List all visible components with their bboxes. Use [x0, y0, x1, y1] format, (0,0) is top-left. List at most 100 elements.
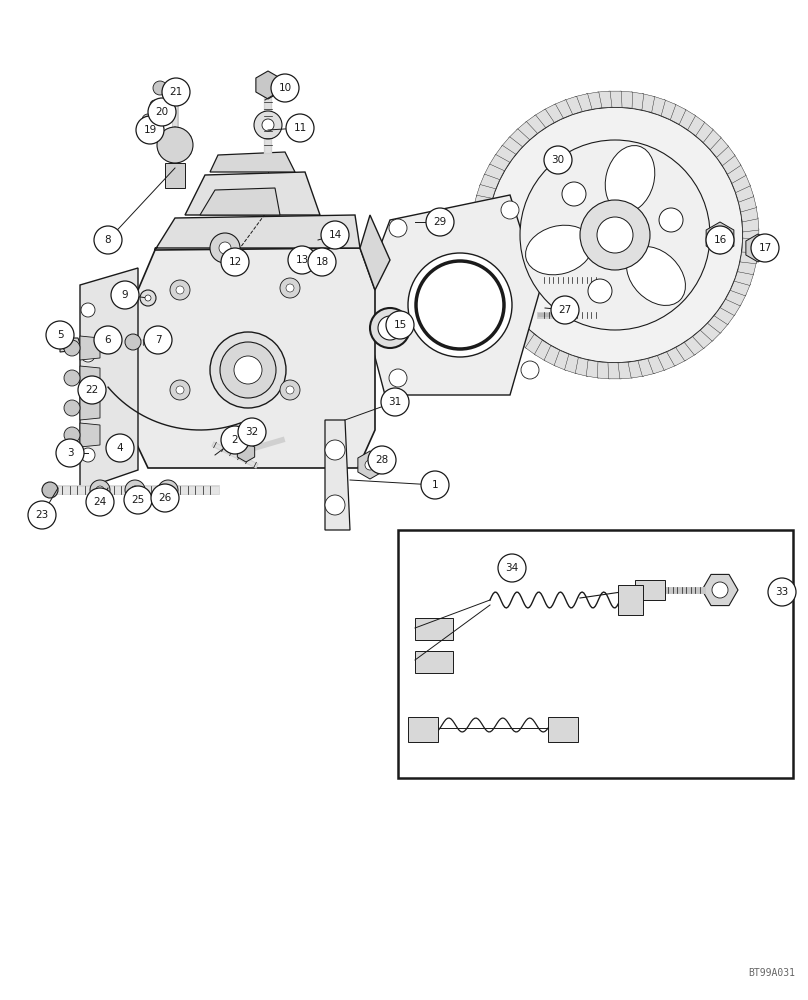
- Polygon shape: [544, 346, 563, 366]
- Polygon shape: [597, 91, 612, 108]
- Text: 6: 6: [105, 335, 112, 345]
- Circle shape: [162, 78, 190, 106]
- Polygon shape: [80, 396, 100, 420]
- Circle shape: [288, 246, 316, 274]
- Polygon shape: [517, 121, 537, 142]
- Circle shape: [56, 439, 84, 467]
- Polygon shape: [714, 145, 735, 166]
- Polygon shape: [517, 328, 537, 349]
- Circle shape: [386, 311, 414, 339]
- Circle shape: [96, 486, 104, 494]
- Circle shape: [551, 296, 579, 324]
- Polygon shape: [80, 423, 100, 447]
- Polygon shape: [708, 137, 729, 157]
- Circle shape: [145, 295, 151, 301]
- Ellipse shape: [605, 146, 654, 212]
- Circle shape: [308, 248, 336, 276]
- Circle shape: [103, 333, 121, 351]
- Polygon shape: [638, 94, 654, 112]
- Polygon shape: [738, 195, 756, 212]
- Text: 18: 18: [315, 257, 329, 267]
- Bar: [165, 163, 185, 188]
- Bar: [408, 717, 438, 742]
- Polygon shape: [734, 185, 754, 202]
- Circle shape: [176, 386, 184, 394]
- Polygon shape: [80, 268, 138, 490]
- Text: 19: 19: [143, 125, 157, 135]
- Text: 23: 23: [36, 510, 48, 520]
- Circle shape: [713, 231, 727, 245]
- Polygon shape: [628, 360, 644, 378]
- Text: 26: 26: [158, 493, 171, 503]
- Polygon shape: [358, 451, 382, 479]
- Circle shape: [142, 114, 154, 126]
- Polygon shape: [628, 92, 644, 110]
- Polygon shape: [701, 129, 722, 150]
- Circle shape: [164, 486, 172, 494]
- Circle shape: [381, 388, 409, 416]
- Polygon shape: [730, 174, 751, 193]
- Polygon shape: [726, 164, 746, 183]
- Text: 3: 3: [67, 448, 74, 458]
- Circle shape: [157, 127, 193, 163]
- Polygon shape: [638, 358, 654, 376]
- Circle shape: [86, 488, 114, 516]
- Polygon shape: [730, 277, 751, 296]
- Circle shape: [286, 284, 294, 292]
- Polygon shape: [480, 174, 499, 193]
- Circle shape: [271, 74, 299, 102]
- Polygon shape: [473, 195, 492, 212]
- Polygon shape: [587, 92, 602, 110]
- Polygon shape: [597, 362, 612, 379]
- Circle shape: [220, 342, 276, 398]
- Circle shape: [210, 233, 240, 263]
- Circle shape: [286, 386, 294, 394]
- Polygon shape: [746, 234, 770, 262]
- Polygon shape: [575, 358, 592, 376]
- Polygon shape: [185, 172, 320, 215]
- Circle shape: [90, 480, 110, 500]
- Circle shape: [378, 316, 402, 340]
- Text: 1: 1: [431, 480, 438, 490]
- Polygon shape: [675, 109, 696, 130]
- Bar: [415, 618, 453, 640]
- Text: 15: 15: [393, 320, 406, 330]
- Text: 24: 24: [94, 497, 107, 507]
- Polygon shape: [471, 217, 488, 232]
- Circle shape: [487, 107, 743, 363]
- Circle shape: [588, 279, 612, 303]
- Polygon shape: [708, 313, 729, 333]
- Text: 16: 16: [713, 235, 726, 245]
- Text: 33: 33: [776, 587, 789, 597]
- Polygon shape: [554, 350, 573, 370]
- Polygon shape: [608, 363, 622, 379]
- Text: 17: 17: [759, 243, 772, 253]
- Polygon shape: [509, 129, 529, 150]
- Circle shape: [81, 448, 95, 462]
- Circle shape: [131, 486, 139, 494]
- Text: 12: 12: [229, 257, 242, 267]
- Text: 5: 5: [57, 330, 63, 340]
- Ellipse shape: [626, 247, 685, 305]
- Circle shape: [176, 286, 184, 294]
- Polygon shape: [256, 71, 280, 99]
- Polygon shape: [734, 268, 754, 285]
- Circle shape: [219, 242, 231, 254]
- Circle shape: [365, 460, 375, 470]
- Circle shape: [125, 334, 141, 350]
- Polygon shape: [159, 127, 191, 163]
- Circle shape: [280, 278, 300, 298]
- Circle shape: [150, 100, 160, 110]
- Polygon shape: [534, 340, 554, 361]
- Circle shape: [751, 242, 764, 254]
- Polygon shape: [565, 96, 583, 116]
- Text: 28: 28: [376, 455, 389, 465]
- Polygon shape: [472, 206, 490, 222]
- Ellipse shape: [525, 225, 592, 275]
- Text: 31: 31: [389, 397, 402, 407]
- Text: 27: 27: [558, 305, 571, 315]
- Circle shape: [78, 376, 106, 404]
- Text: 7: 7: [154, 335, 162, 345]
- Polygon shape: [489, 296, 510, 316]
- Circle shape: [254, 111, 282, 139]
